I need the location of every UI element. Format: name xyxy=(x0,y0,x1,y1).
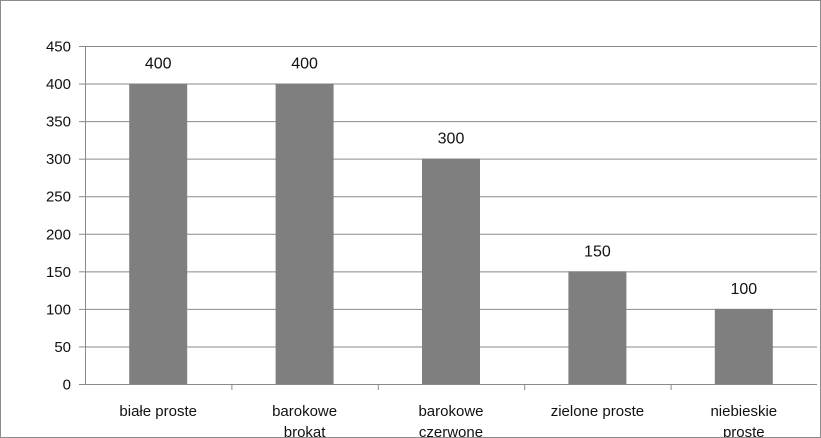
bar xyxy=(714,308,773,384)
y-tick-label: 250 xyxy=(46,189,71,206)
bar-data-label: 400 xyxy=(291,56,318,73)
y-tick-label: 350 xyxy=(46,114,71,131)
bar xyxy=(275,83,334,385)
labels-layer: 0 50 100 150 200 250 300 350 400 450 400 białe pros… xyxy=(46,39,777,438)
x-category-label: białe proste xyxy=(119,403,197,420)
x-category-label: proste xyxy=(723,424,765,438)
bar xyxy=(568,271,627,384)
bar xyxy=(422,158,480,384)
x-category-label: barokowe xyxy=(272,403,337,420)
y-tick-label: 150 xyxy=(46,264,71,281)
y-tick-label: 300 xyxy=(46,151,71,168)
bar-data-label: 150 xyxy=(584,243,611,260)
bar-data-label: 400 xyxy=(145,56,172,73)
y-tick-label: 0 xyxy=(63,377,71,394)
y-tick-label: 450 xyxy=(46,39,71,56)
y-tick-label: 100 xyxy=(46,301,71,318)
y-tick-label: 200 xyxy=(46,226,71,243)
x-category-label: zielone proste xyxy=(551,403,644,420)
y-tick-label: 50 xyxy=(54,339,71,356)
bars-layer xyxy=(129,83,773,385)
x-category-label: czerwone xyxy=(419,424,483,438)
x-category-label: niebieskie xyxy=(710,403,777,420)
y-tick-label: 400 xyxy=(46,76,71,93)
bar xyxy=(129,83,188,385)
bar-data-label: 100 xyxy=(730,281,757,298)
bar-data-label: 300 xyxy=(438,131,465,148)
axes-layer xyxy=(79,46,817,390)
x-category-label: brokat xyxy=(284,424,327,438)
x-category-label: barokowe xyxy=(418,403,483,420)
